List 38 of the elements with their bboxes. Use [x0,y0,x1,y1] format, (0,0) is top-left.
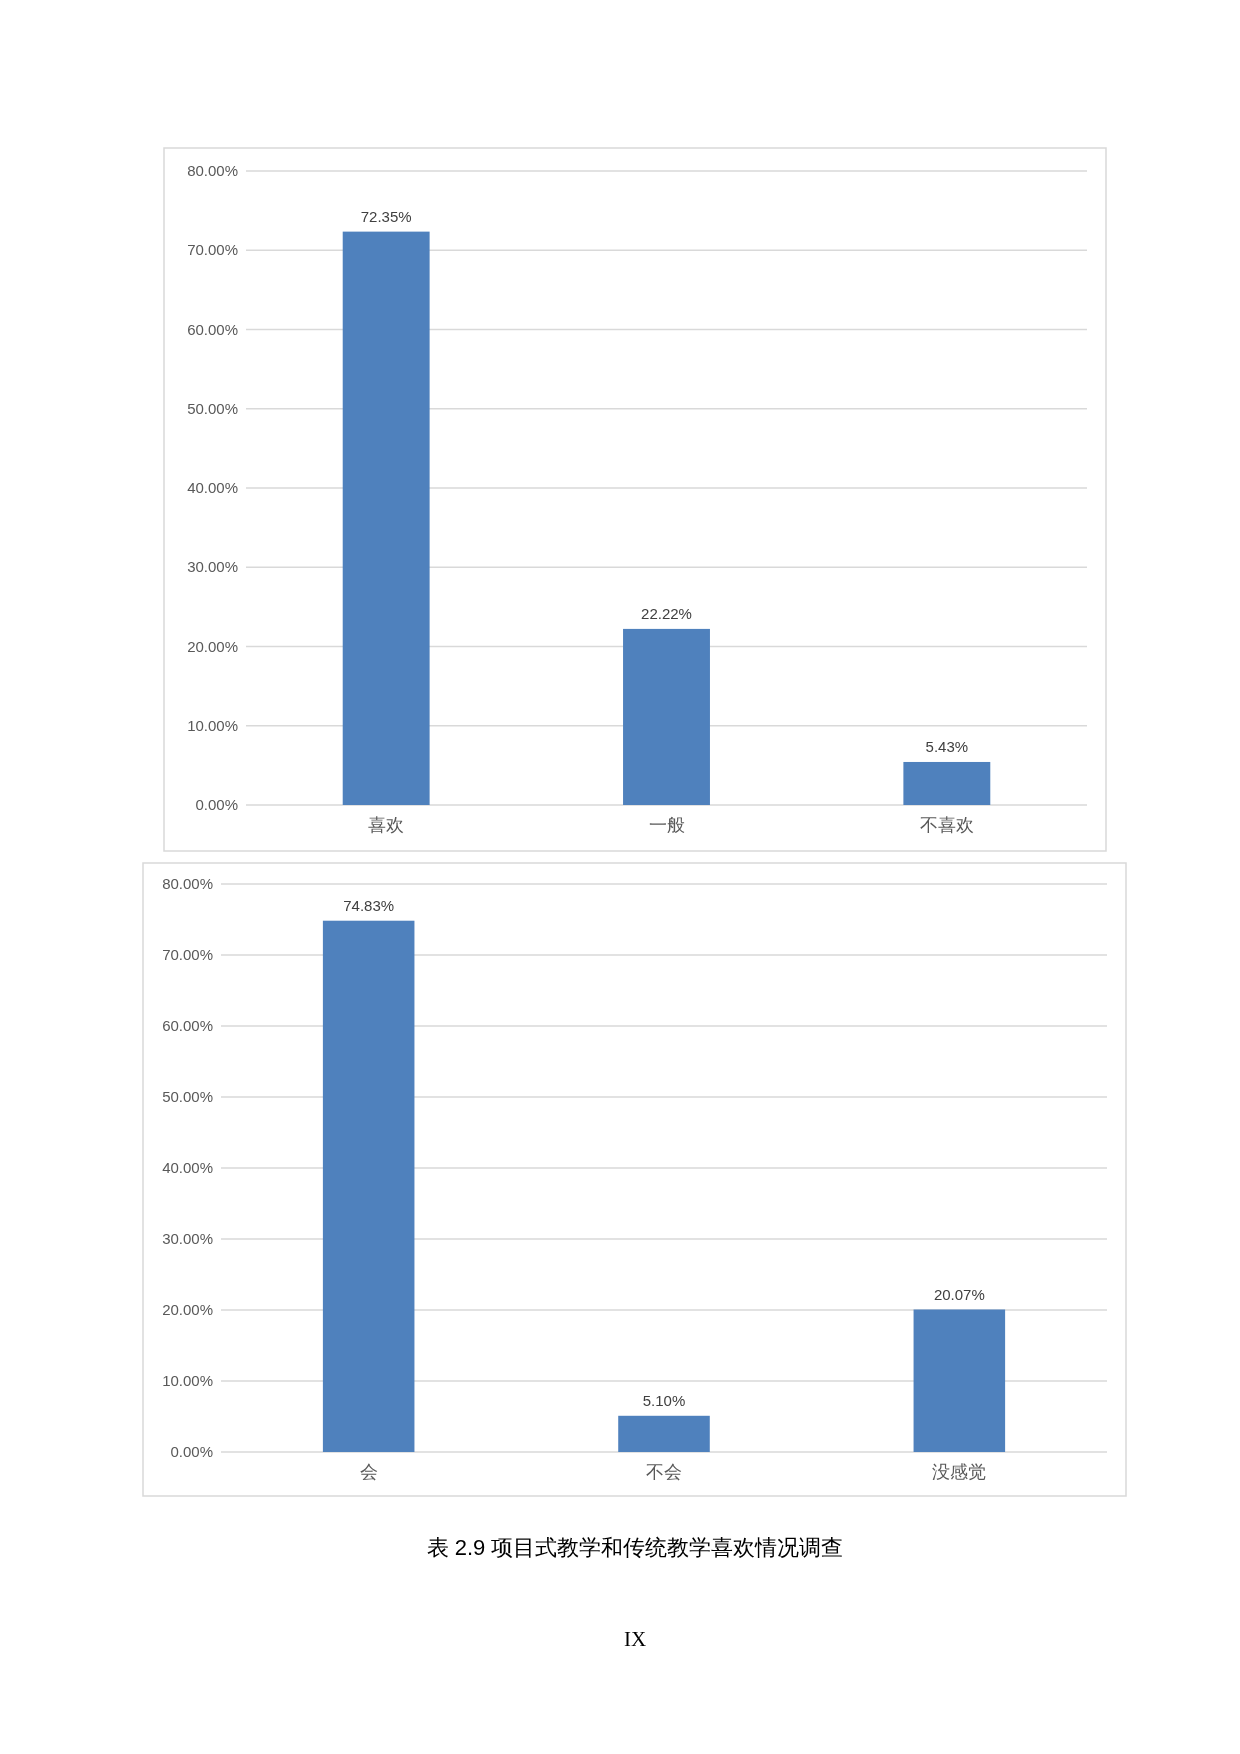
x-tick-label: 喜欢 [368,815,405,835]
bar [322,920,415,1452]
y-tick-label: 40.00% [162,1159,213,1176]
data-label: 20.07% [933,1285,985,1303]
y-tick-label: 0.00% [170,1443,213,1460]
y-tick-label: 10.00% [187,716,238,734]
bar [618,1415,710,1452]
text: 表 2.9 项目式教学和传统教学喜欢情况调查 [426,1535,844,1560]
x-tick-label: 没感觉 [932,1462,987,1482]
y-tick-label: 20.00% [162,1301,213,1318]
y-tick-label: 40.00% [187,479,238,496]
y-tick-label: 70.00% [187,241,238,259]
y-tick-label: 10.00% [162,1372,213,1389]
text: IX [623,1627,647,1651]
bar [913,1309,1006,1452]
data-label: 72.35% [360,207,412,225]
x-tick-label: 一般 [648,815,685,835]
data-label: 5.43% [925,737,969,755]
y-tick-label: 70.00% [162,946,213,963]
y-tick-label: 80.00% [162,875,213,892]
bar [623,628,710,805]
y-tick-label: 80.00% [187,162,238,179]
x-tick-label: 不喜欢 [919,815,974,835]
data-label: 5.10% [642,1391,686,1409]
y-tick-label: 30.00% [162,1230,213,1247]
y-tick-label: 20.00% [187,637,238,655]
y-tick-label: 50.00% [187,399,238,417]
x-tick-label: 会 [359,1462,378,1482]
bar [903,761,991,805]
y-tick-label: 30.00% [187,558,238,576]
x-tick-label: 不会 [646,1462,682,1482]
y-tick-label: 0.00% [195,796,238,813]
data-label: 22.22% [641,604,692,622]
bar [342,231,430,805]
data-label: 74.83% [343,896,395,914]
y-tick-label: 60.00% [162,1017,213,1034]
y-tick-label: 50.00% [162,1088,213,1105]
y-tick-label: 60.00% [187,320,238,338]
